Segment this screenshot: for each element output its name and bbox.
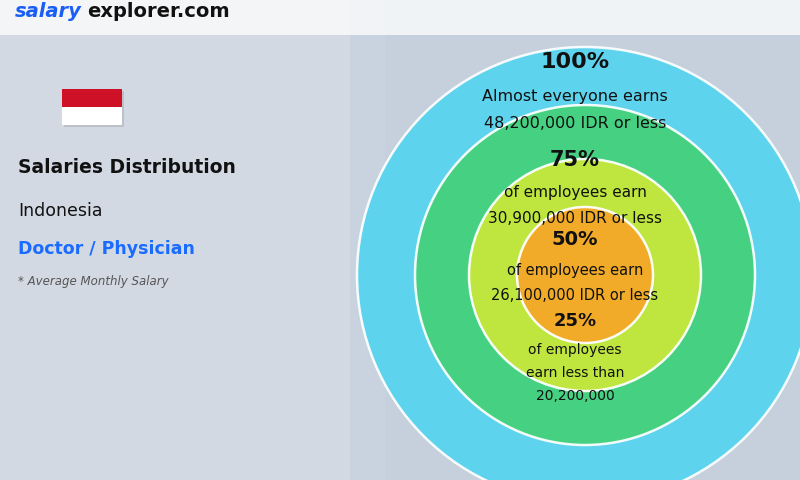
Text: 48,200,000 IDR or less: 48,200,000 IDR or less bbox=[484, 116, 666, 132]
Text: * Average Monthly Salary: * Average Monthly Salary bbox=[18, 275, 169, 288]
Text: of employees earn: of employees earn bbox=[503, 185, 646, 200]
FancyBboxPatch shape bbox=[62, 107, 122, 125]
Text: Almost everyone earns: Almost everyone earns bbox=[482, 89, 668, 104]
Circle shape bbox=[415, 105, 755, 445]
Text: Salaries Distribution: Salaries Distribution bbox=[18, 158, 236, 177]
Circle shape bbox=[469, 159, 701, 391]
Text: 100%: 100% bbox=[541, 52, 610, 72]
Circle shape bbox=[517, 207, 653, 343]
Text: 30,900,000 IDR or less: 30,900,000 IDR or less bbox=[488, 211, 662, 226]
Text: 26,100,000 IDR or less: 26,100,000 IDR or less bbox=[491, 288, 658, 303]
Text: 20,200,000: 20,200,000 bbox=[536, 389, 614, 403]
Text: of employees earn: of employees earn bbox=[507, 263, 643, 278]
Text: 25%: 25% bbox=[554, 312, 597, 330]
FancyBboxPatch shape bbox=[64, 91, 124, 127]
Text: of employees: of employees bbox=[528, 343, 622, 357]
Text: Indonesia: Indonesia bbox=[18, 202, 102, 220]
Text: Doctor / Physician: Doctor / Physician bbox=[18, 240, 195, 258]
FancyBboxPatch shape bbox=[0, 0, 800, 35]
FancyBboxPatch shape bbox=[62, 89, 122, 107]
FancyBboxPatch shape bbox=[0, 0, 385, 480]
Circle shape bbox=[357, 47, 800, 480]
FancyBboxPatch shape bbox=[350, 0, 800, 480]
Text: 75%: 75% bbox=[550, 150, 600, 170]
Text: explorer.com: explorer.com bbox=[87, 2, 230, 21]
Text: 50%: 50% bbox=[552, 230, 598, 249]
Text: earn less than: earn less than bbox=[526, 366, 624, 380]
Text: salary: salary bbox=[15, 2, 82, 21]
